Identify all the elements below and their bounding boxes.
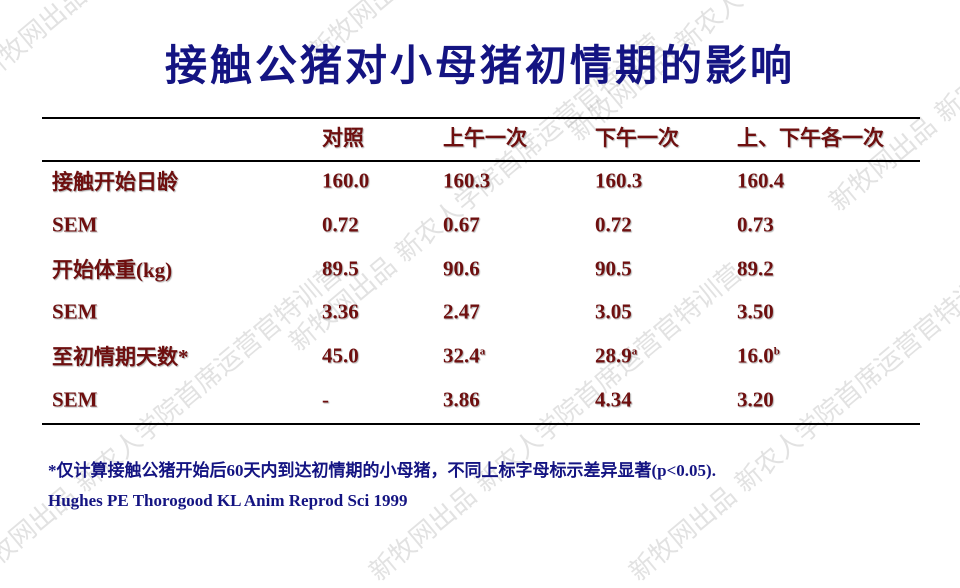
table-cell: 160.4 [737, 169, 784, 194]
table-rule [42, 117, 920, 119]
column-header: 上、下午各一次 [737, 126, 884, 150]
table-cell: 89.2 [737, 257, 774, 282]
cell-value: 90.5 [595, 256, 632, 281]
cell-value: 89.5 [322, 256, 359, 281]
cell-value: - [322, 387, 329, 412]
table-cell: 0.73 [737, 213, 774, 238]
table-rule [42, 160, 920, 162]
row-label: 接触开始日龄 [52, 170, 178, 194]
cell-value: 160.4 [737, 168, 785, 193]
table-cell: 0.72 [322, 213, 359, 238]
table-cell: 0.72 [595, 213, 632, 238]
table-cell: 3.86 [443, 388, 480, 413]
cell-value: 160.0 [322, 168, 370, 193]
cell-value: 32.4 [443, 343, 480, 368]
cell-value: 3.05 [595, 299, 632, 324]
cell-value: 3.50 [737, 299, 774, 324]
row-label: SEM [52, 299, 98, 324]
table-cell: 160.3 [443, 169, 490, 194]
watermark: 新牧网出品 新农人学院首席运营官特训营 [623, 258, 960, 588]
table-cell: 3.50 [737, 300, 774, 325]
cell-value: 3.86 [443, 387, 480, 412]
column-header: 上午一次 [443, 126, 527, 150]
footnote: *仅计算接触公猪开始后60天内到达初情期的小母猪，不同上标字母标示差异显著(p<… [48, 461, 716, 480]
table-cell: 4.34 [595, 388, 632, 413]
table-cell: 0.67 [443, 213, 480, 238]
table-cell: 3.05 [595, 300, 632, 325]
table-cell: 28.9a [595, 344, 637, 369]
watermark: 新牧网出品 新农人学院首席运营官特训营 [363, 258, 748, 588]
table-cell: 90.5 [595, 257, 632, 282]
row-label: 至初情期天数* [52, 345, 189, 369]
cell-value: 160.3 [595, 168, 643, 193]
row-label: SEM [52, 212, 98, 237]
table-cell: 45.0 [322, 344, 359, 369]
row-label: SEM [52, 387, 98, 412]
cell-value: 90.6 [443, 256, 480, 281]
table-cell: 160.3 [595, 169, 642, 194]
table-cell: 3.36 [322, 300, 359, 325]
table-cell: 32.4a [443, 344, 485, 369]
cell-value: 89.2 [737, 256, 774, 281]
column-header: 下午一次 [595, 126, 679, 150]
cell-value: 0.72 [595, 212, 632, 237]
column-header: 对照 [322, 126, 364, 150]
title: 接触公猪对小母猪初情期的影响 [164, 44, 795, 90]
cell-value: 0.67 [443, 212, 480, 237]
cell-value: 16.0 [737, 343, 774, 368]
superscript: b [773, 345, 780, 358]
cell-value: 45.0 [322, 343, 359, 368]
citation: Hughes PE Thorogood KL Anim Reprod Sci 1… [48, 491, 408, 510]
superscript: a [631, 345, 638, 358]
cell-value: 0.73 [737, 212, 774, 237]
cell-value: 0.72 [322, 212, 359, 237]
cell-value: 3.20 [737, 387, 774, 412]
table-cell: 3.20 [737, 388, 774, 413]
cell-value: 28.9 [595, 343, 632, 368]
table-cell: 160.0 [322, 169, 369, 194]
cell-value: 3.36 [322, 299, 359, 324]
cell-value: 160.3 [443, 168, 491, 193]
table-rule [42, 423, 920, 425]
row-label: 开始体重(kg) [52, 258, 173, 282]
table-cell: 89.5 [322, 257, 359, 282]
table-cell: 16.0b [737, 344, 780, 369]
table-cell: 90.6 [443, 257, 480, 282]
cell-value: 2.47 [443, 299, 480, 324]
table-cell: 2.47 [443, 300, 480, 325]
superscript: a [479, 345, 486, 358]
cell-value: 4.34 [595, 387, 632, 412]
table-cell: - [322, 388, 329, 413]
